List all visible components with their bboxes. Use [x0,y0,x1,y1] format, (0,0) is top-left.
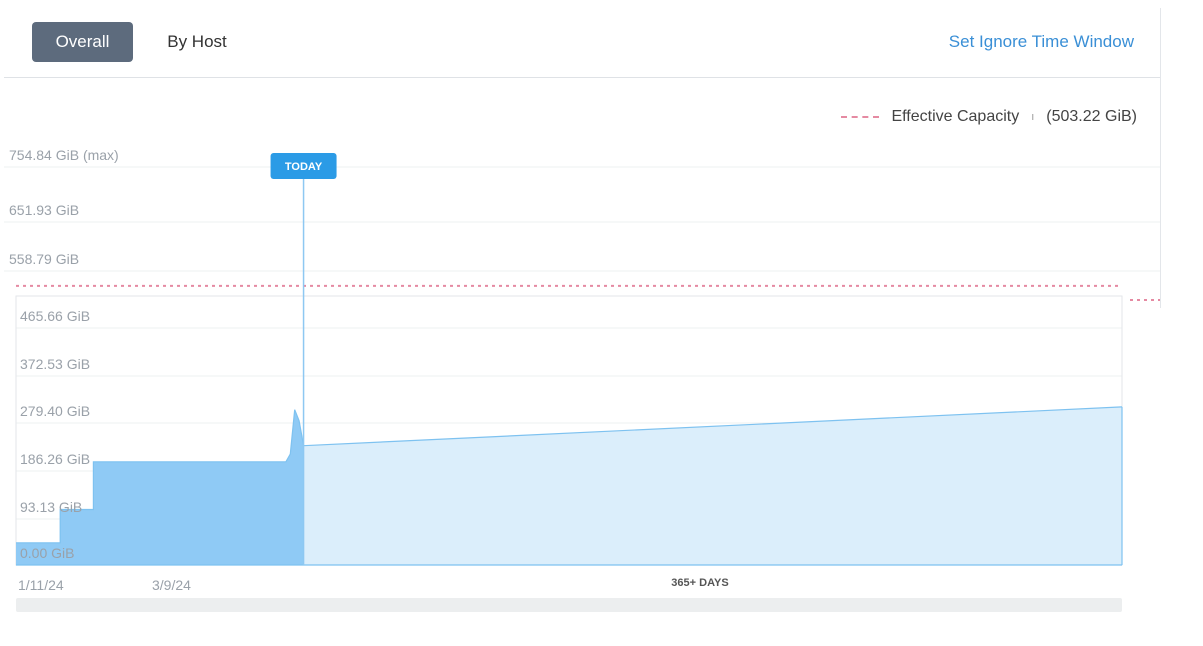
tab-by-host[interactable]: By Host [167,32,227,51]
x-axis-tick-label: 1/11/24 [18,577,64,593]
y-axis-tick-label: 0.00 GiB [20,545,74,561]
forecast-line [303,406,1123,447]
historical-line [16,409,305,544]
timeline-scrollbar[interactable] [16,598,1122,612]
y-axis-tick-label: 651.93 GiB [9,202,79,218]
y-axis-tick-label: 465.66 GiB [20,308,90,324]
tab-bar: Overall By Host Set Ignore Time Window [4,8,1160,78]
y-axis-tick-label: 279.40 GiB [20,403,90,419]
y-axis-tick-label: 93.13 GiB [20,499,82,515]
legend-value: (503.22 GiB) [1046,108,1137,125]
chart-panel [4,8,1161,308]
today-marker-badge [270,153,337,179]
set-ignore-time-window-link[interactable]: Set Ignore Time Window [948,32,1134,51]
today-marker-label: TODAY [285,161,323,173]
historical-area [16,409,304,565]
y-axis-tick-label: 558.79 GiB [9,251,79,267]
tab-overall[interactable]: Overall [32,22,133,62]
y-axis-tick-label: 186.26 GiB [20,451,90,467]
chart-legend: Effective Capacity ı (503.22 GiB) [841,108,1137,126]
forecast-area [303,406,1122,565]
y-axis-tick-label: 372.53 GiB [20,356,90,372]
legend-separator: ı [1031,111,1035,123]
dashed-line-swatch-icon [841,116,880,118]
x-axis-tick-label: 3/9/24 [152,577,191,593]
horizon-label: 365+ DAYS [671,577,728,589]
y-axis-tick-label: 754.84 GiB (max) [9,147,119,163]
legend-label: Effective Capacity [891,108,1020,125]
